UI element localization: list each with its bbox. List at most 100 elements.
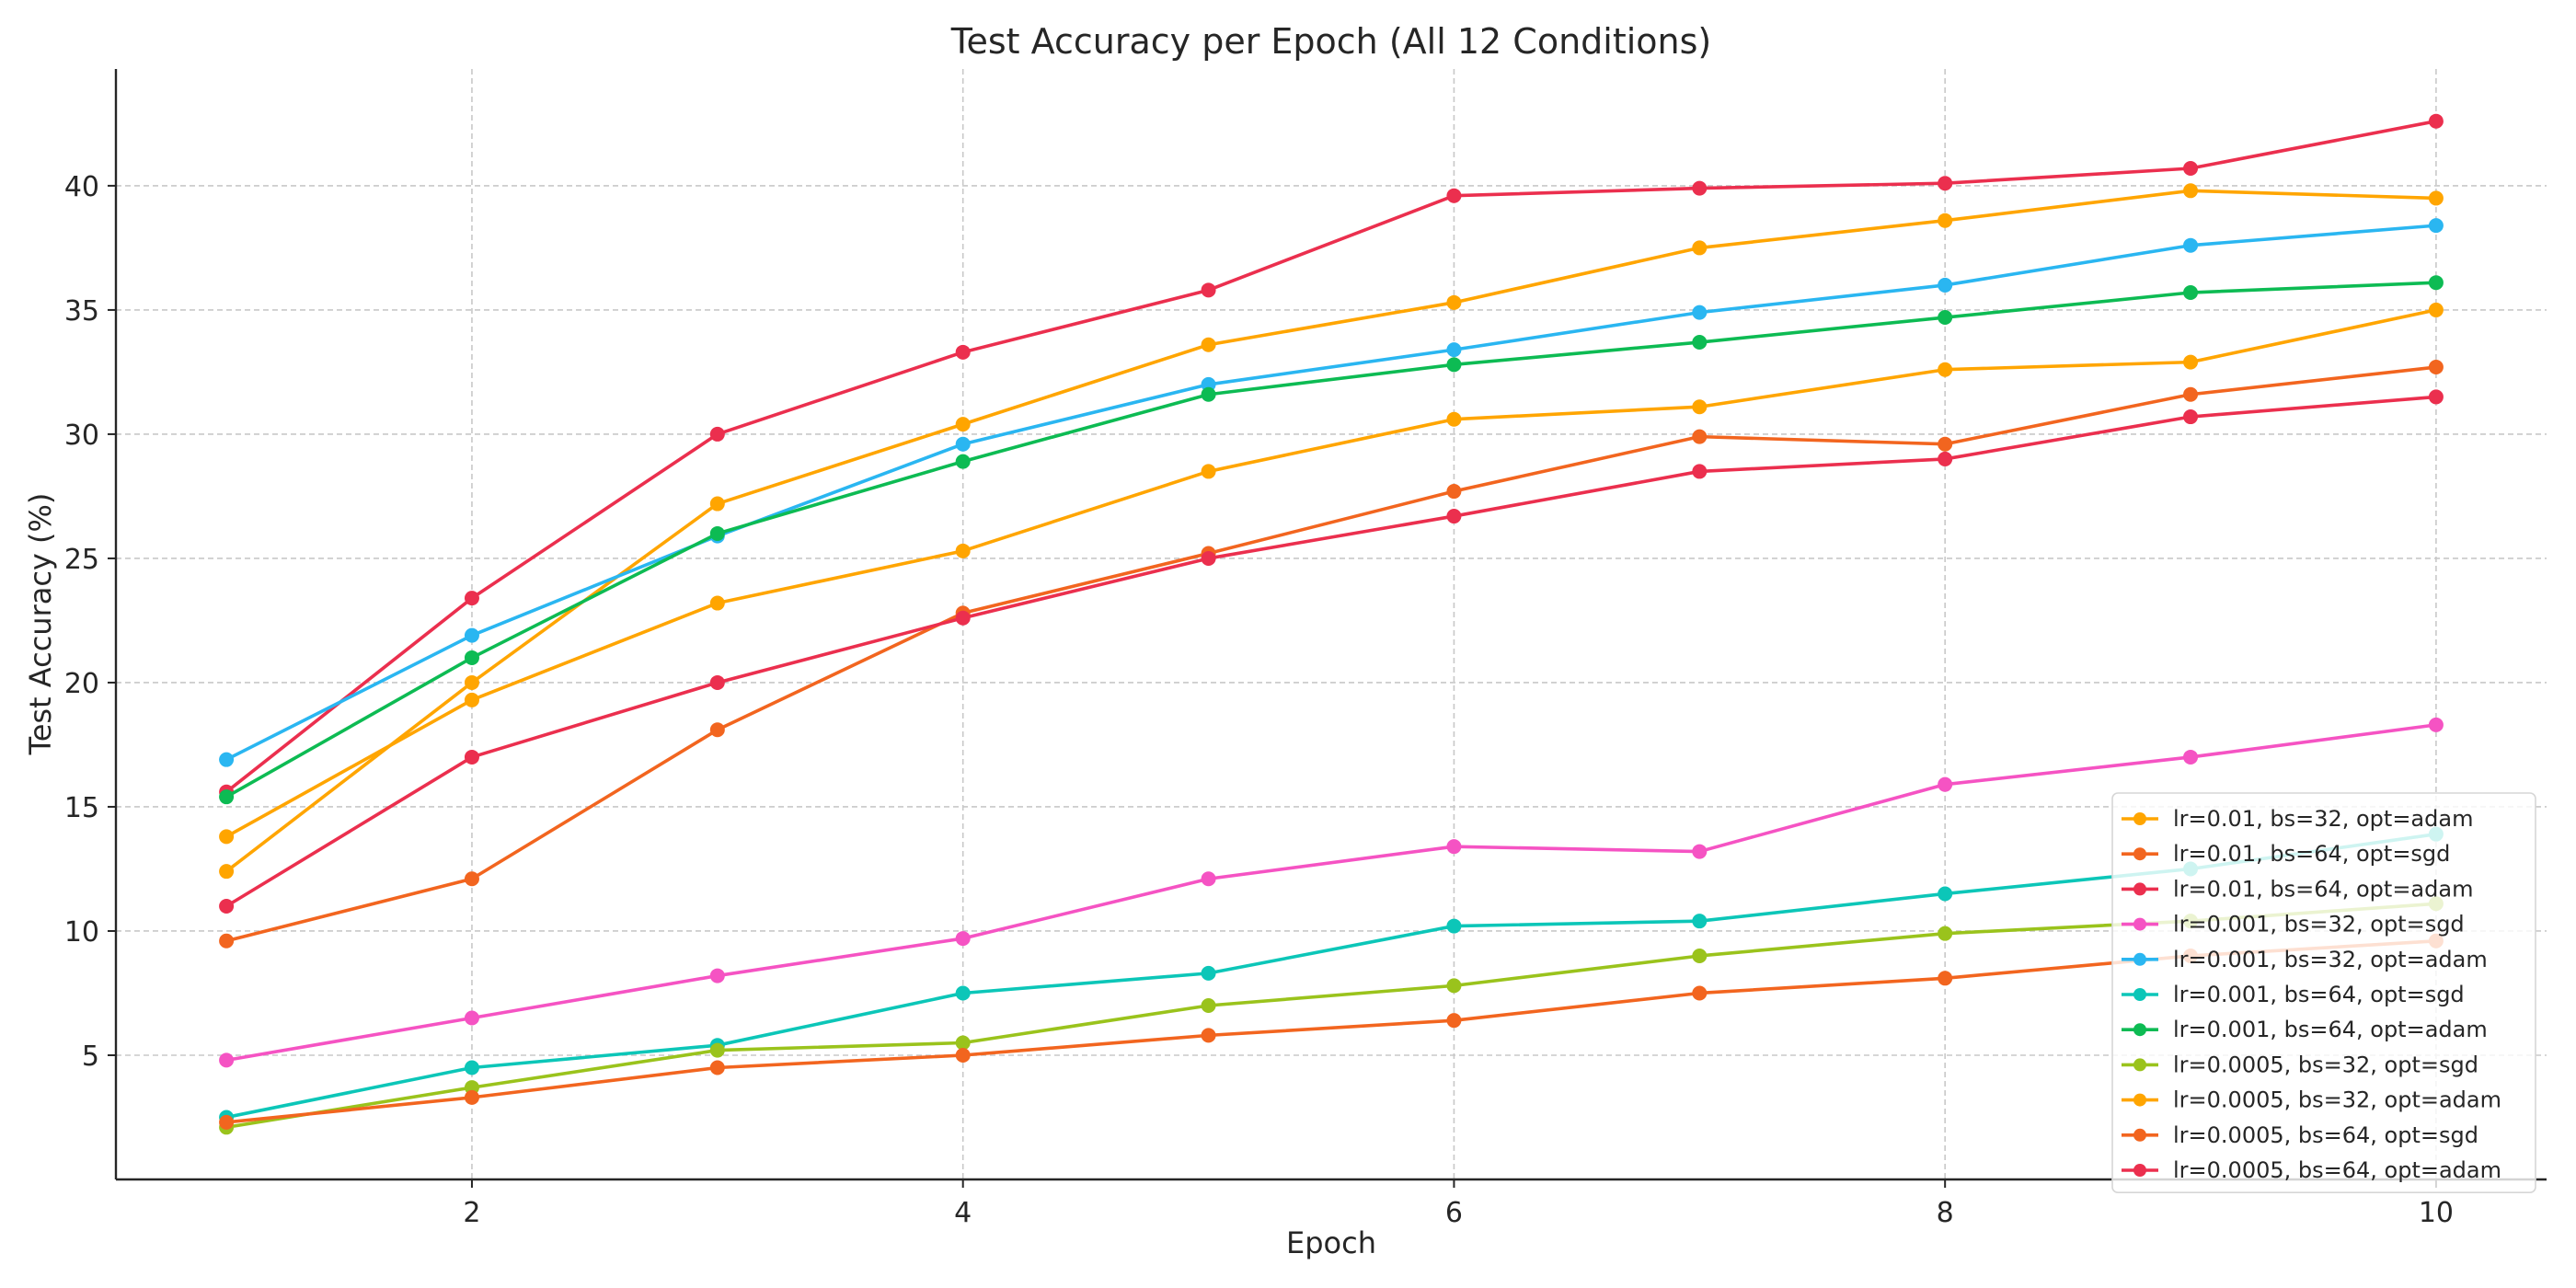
legend-label: lr=0.0005, bs=32, opt=sgd	[2173, 1052, 2478, 1077]
data-point	[2183, 354, 2199, 370]
series-line	[224, 832, 2438, 1120]
data-point	[219, 933, 235, 949]
data-point	[955, 417, 971, 432]
data-point	[2183, 386, 2199, 402]
data-point	[955, 344, 971, 360]
data-point	[1446, 509, 1462, 524]
data-point	[464, 692, 479, 707]
data-point	[464, 1089, 479, 1105]
data-point	[1938, 176, 1953, 191]
legend-item: lr=0.001, bs=32, opt=sgd	[2122, 912, 2465, 937]
legend-item: lr=0.0005, bs=64, opt=sgd	[2122, 1122, 2478, 1148]
data-point	[709, 525, 725, 541]
legend-item: lr=0.001, bs=64, opt=adam	[2122, 1017, 2488, 1042]
data-point	[1446, 357, 1462, 373]
series-line	[224, 224, 2438, 762]
series-9	[219, 302, 2444, 845]
legend-marker-swatch	[2133, 1023, 2146, 1037]
data-point	[2428, 275, 2444, 291]
data-point	[219, 898, 235, 914]
data-point	[2428, 717, 2444, 732]
data-point	[464, 627, 479, 643]
data-point	[2183, 237, 2199, 253]
legend-marker-swatch	[2133, 1128, 2146, 1142]
data-point	[709, 1060, 725, 1075]
data-point	[955, 1047, 971, 1063]
data-point	[1446, 1013, 1462, 1029]
data-point	[709, 674, 725, 690]
data-point	[1446, 839, 1462, 855]
data-point	[709, 426, 725, 442]
data-point	[1692, 914, 1708, 929]
data-point	[955, 985, 971, 1001]
series-line	[224, 281, 2438, 799]
data-point	[219, 829, 235, 845]
data-point	[1201, 282, 1216, 298]
data-point	[1938, 886, 1953, 902]
y-tick-label: 20	[64, 668, 99, 700]
legend-marker-swatch	[2133, 812, 2146, 825]
data-point	[1692, 399, 1708, 415]
legend-label: lr=0.001, bs=64, opt=sgd	[2173, 982, 2465, 1007]
series-10	[219, 933, 2444, 1130]
series-7	[219, 275, 2444, 805]
data-point	[1692, 844, 1708, 859]
data-point	[2428, 190, 2444, 206]
data-point	[709, 1042, 725, 1058]
data-point	[1938, 451, 1953, 466]
data-point	[2428, 113, 2444, 129]
y-axis-label: Test Accuracy (%)	[23, 493, 58, 756]
data-point	[2428, 360, 2444, 375]
data-point	[1446, 484, 1462, 500]
legend-label: lr=0.001, bs=32, opt=sgd	[2173, 912, 2465, 937]
y-tick-label: 40	[64, 171, 99, 203]
data-point	[1446, 918, 1462, 934]
series-1	[219, 183, 2444, 880]
legend-item: lr=0.0005, bs=32, opt=sgd	[2122, 1052, 2478, 1077]
series-line	[224, 395, 2438, 908]
data-point	[1938, 213, 1953, 228]
data-point	[1446, 294, 1462, 310]
data-point	[1938, 310, 1953, 326]
data-point	[1938, 362, 1953, 377]
y-tick-label: 5	[82, 1041, 99, 1073]
legend-label: lr=0.0005, bs=32, opt=adam	[2173, 1087, 2501, 1113]
legend-marker-swatch	[2133, 917, 2146, 931]
legend-label: lr=0.0005, bs=64, opt=adam	[2173, 1157, 2501, 1183]
legend-item: lr=0.001, bs=64, opt=sgd	[2122, 982, 2465, 1007]
series-line	[224, 189, 2438, 873]
data-point	[464, 674, 479, 690]
data-point	[219, 864, 235, 880]
x-axis-label: Epoch	[1286, 1225, 1376, 1260]
data-point	[2183, 285, 2199, 301]
data-point	[464, 650, 479, 665]
legend-item: lr=0.01, bs=32, opt=adam	[2122, 806, 2473, 832]
data-point	[1938, 436, 1953, 452]
legend-item: lr=0.01, bs=64, opt=adam	[2122, 876, 2473, 902]
legend-marker-swatch	[2133, 1164, 2146, 1177]
legend-marker-swatch	[2133, 882, 2146, 896]
data-point	[219, 789, 235, 805]
data-point	[1446, 342, 1462, 358]
series-line	[224, 119, 2438, 794]
data-point	[1692, 240, 1708, 256]
chart-title: Test Accuracy per Epoch (All 12 Conditio…	[950, 21, 1712, 62]
data-point	[1692, 985, 1708, 1001]
legend-item: lr=0.0005, bs=32, opt=adam	[2122, 1087, 2501, 1113]
data-point	[2183, 183, 2199, 199]
series-line	[224, 723, 2438, 1063]
legend-label: lr=0.01, bs=64, opt=sgd	[2173, 841, 2450, 867]
data-point	[2428, 218, 2444, 234]
data-point	[709, 968, 725, 983]
legend-marker-swatch	[2133, 952, 2146, 966]
data-point	[2428, 302, 2444, 317]
y-tick-label: 30	[64, 420, 99, 452]
data-point	[1446, 411, 1462, 427]
data-point	[955, 931, 971, 947]
legend-marker-swatch	[2133, 1093, 2146, 1107]
data-point	[219, 1052, 235, 1068]
data-point	[955, 543, 971, 558]
y-tick-label: 35	[64, 295, 99, 328]
